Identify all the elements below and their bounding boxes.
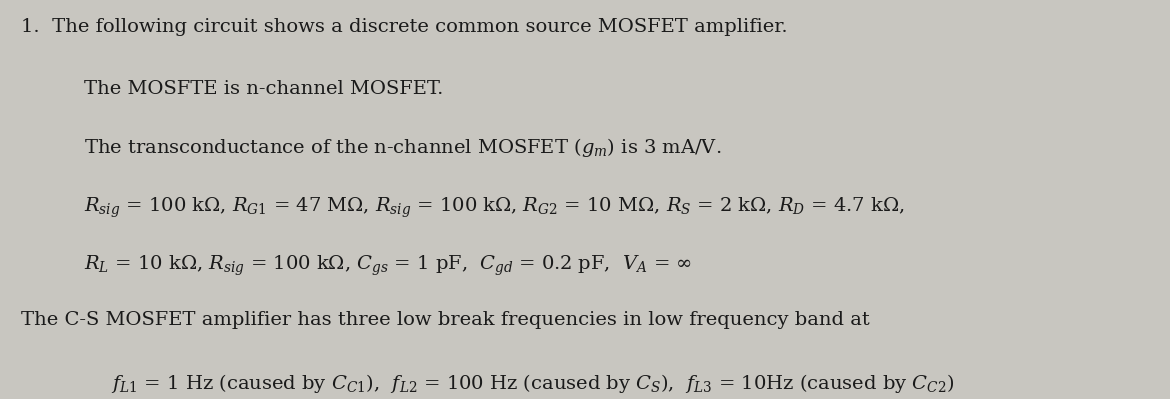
Text: 1.  The following circuit shows a discrete common source MOSFET amplifier.: 1. The following circuit shows a discret… bbox=[21, 18, 787, 36]
Text: The MOSFTE is n-channel MOSFET.: The MOSFTE is n-channel MOSFET. bbox=[84, 80, 443, 98]
Text: The C-S MOSFET amplifier has three low break frequencies in low frequency band a: The C-S MOSFET amplifier has three low b… bbox=[21, 311, 869, 329]
Text: $f_{L1}$ = 1 Hz (caused by $C_{C1}$),  $f_{L2}$ = 100 Hz (caused by $C_S$),  $f_: $f_{L1}$ = 1 Hz (caused by $C_{C1}$), $f… bbox=[111, 372, 955, 395]
Text: $R_L$ = 10 k$\Omega$, $R_{sig}$ = 100 k$\Omega$, $C_{gs}$ = 1 pF,  $C_{gd}$ = 0.: $R_L$ = 10 k$\Omega$, $R_{sig}$ = 100 k$… bbox=[84, 253, 693, 278]
Text: $R_{sig}$ = 100 k$\Omega$, $R_{G1}$ = 47 M$\Omega$, $R_{sig}$ = 100 k$\Omega$, $: $R_{sig}$ = 100 k$\Omega$, $R_{G1}$ = 47… bbox=[84, 196, 904, 220]
Text: The transconductance of the n-channel MOSFET ($g_{m}$) is 3 mA/V.: The transconductance of the n-channel MO… bbox=[84, 136, 722, 160]
